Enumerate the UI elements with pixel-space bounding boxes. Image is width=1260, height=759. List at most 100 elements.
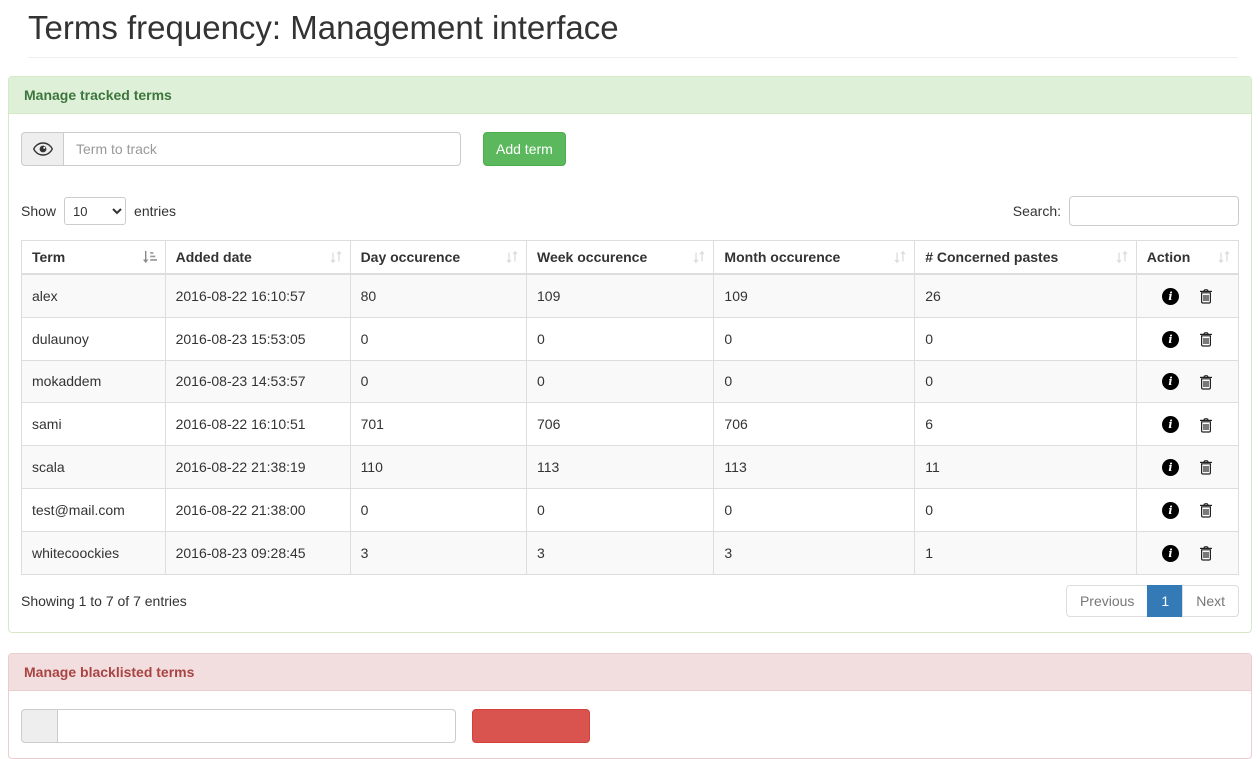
pagination-page-1[interactable]: 1: [1147, 584, 1184, 617]
table-row: dulaunoy 2016-08-23 15:53:05 0 0 0 0 i: [21, 316, 1240, 361]
column-header-week-occurence[interactable]: Week occurence: [526, 240, 715, 275]
cell-concerned-pastes: 6: [914, 402, 1137, 447]
cell-day-occurence: 110: [349, 445, 528, 489]
datatable-footer: Showing 1 to 7 of 7 entries Previous 1 N…: [21, 584, 1239, 617]
show-label: Show: [21, 203, 57, 219]
table-row: mokaddem 2016-08-23 14:53:57 0 0 0 0 i: [21, 359, 1240, 404]
term-info-button[interactable]: i: [1161, 416, 1179, 434]
term-delete-button[interactable]: [1199, 288, 1213, 304]
trash-icon: [1199, 460, 1212, 476]
cell-week-occurence: 0: [526, 487, 715, 532]
cell-month-occurence: 0: [713, 359, 916, 404]
term-delete-button[interactable]: [1199, 331, 1213, 347]
term-info-button[interactable]: i: [1161, 287, 1179, 305]
sort-both-icon: [1116, 250, 1128, 264]
tracked-terms-panel-header: Manage tracked terms: [9, 77, 1251, 114]
cell-week-occurence: 0: [526, 316, 715, 361]
cell-month-occurence: 0: [713, 487, 916, 532]
trash-icon: [1199, 289, 1212, 304]
info-circle-icon: i: [1161, 416, 1179, 434]
table-row: test@mail.com 2016-08-22 21:38:00 0 0 0 …: [21, 487, 1240, 532]
cell-week-occurence: 0: [526, 359, 715, 404]
column-header-term[interactable]: Term: [21, 240, 166, 275]
table-row: sami 2016-08-22 16:10:51 701 706 706 6 i: [21, 402, 1240, 447]
cell-added-date: 2016-08-23 15:53:05: [164, 316, 351, 361]
info-circle-icon: i: [1161, 287, 1179, 305]
column-header-day-occurence[interactable]: Day occurence: [349, 240, 528, 275]
cell-term: dulaunoy: [21, 316, 166, 361]
cell-term: test@mail.com: [21, 487, 166, 532]
cell-concerned-pastes: 11: [914, 445, 1137, 489]
cell-day-occurence: 3: [349, 530, 528, 575]
column-header-month-occurence[interactable]: Month occurence: [713, 240, 916, 275]
term-delete-button[interactable]: [1199, 459, 1213, 476]
term-to-track-input[interactable]: [63, 132, 461, 166]
page-length-control: Show 10 entries: [21, 197, 176, 225]
tracked-terms-panel-body: Add term Show 10 entries Search:: [9, 114, 1251, 632]
term-info-button[interactable]: i: [1161, 373, 1179, 391]
table-info-text: Showing 1 to 7 of 7 entries: [21, 592, 187, 609]
cell-week-occurence: 113: [526, 445, 715, 489]
info-circle-icon: i: [1161, 544, 1179, 562]
term-delete-button[interactable]: [1199, 417, 1213, 433]
cell-month-occurence: 113: [713, 445, 916, 489]
cell-day-occurence: 0: [349, 487, 528, 532]
term-delete-button[interactable]: [1199, 545, 1213, 561]
entries-label: entries: [134, 203, 177, 219]
cell-week-occurence: 3: [526, 530, 715, 575]
cell-term: scala: [21, 445, 166, 489]
trash-icon: [1199, 503, 1212, 518]
page-title: Terms frequency: Management interface: [28, 9, 619, 46]
term-delete-button[interactable]: [1199, 502, 1213, 518]
sort-both-icon: [1218, 250, 1230, 264]
cell-action: i: [1135, 273, 1240, 318]
cell-action: i: [1135, 487, 1240, 532]
cell-concerned-pastes: 0: [914, 359, 1137, 404]
sort-both-icon: [693, 250, 706, 264]
sort-both-icon: [506, 250, 518, 264]
pagination-next[interactable]: Next: [1182, 584, 1239, 617]
pagination: Previous 1 Next: [1065, 584, 1239, 617]
trash-icon: [1199, 332, 1212, 347]
term-info-button[interactable]: i: [1161, 458, 1179, 476]
table-row: whitecoockies 2016-08-23 09:28:45 3 3 3 …: [21, 530, 1240, 575]
table-header-row: Term: [21, 240, 1240, 275]
cell-term: whitecoockies: [21, 530, 166, 575]
datatable-controls: Show 10 entries Search:: [21, 196, 1239, 226]
cell-added-date: 2016-08-22 21:38:19: [164, 445, 351, 489]
term-info-button[interactable]: i: [1161, 544, 1179, 562]
term-delete-button[interactable]: [1199, 374, 1213, 390]
page-length-select[interactable]: 10: [64, 197, 127, 225]
pagination-previous[interactable]: Previous: [1065, 584, 1149, 617]
search-label: Search:: [1012, 203, 1061, 219]
blacklist-addon-icon: [21, 708, 57, 743]
trash-icon: [1199, 417, 1212, 433]
column-header-added-date[interactable]: Added date: [164, 240, 351, 275]
add-term-button[interactable]: Add term: [483, 132, 566, 166]
cell-day-occurence: 701: [349, 402, 528, 447]
column-header-action[interactable]: Action: [1135, 240, 1240, 275]
cell-added-date: 2016-08-22 21:38:00: [164, 487, 351, 532]
search-input[interactable]: [1069, 196, 1239, 226]
column-header-concerned-pastes[interactable]: # Concerned pastes: [914, 240, 1137, 275]
cell-action: i: [1135, 402, 1240, 447]
cell-term: alex: [21, 273, 166, 318]
cell-week-occurence: 109: [526, 273, 715, 318]
cell-added-date: 2016-08-22 16:10:51: [164, 402, 351, 447]
info-circle-icon: i: [1161, 330, 1179, 348]
cell-week-occurence: 706: [526, 402, 715, 447]
cell-term: mokaddem: [21, 359, 166, 404]
sort-both-icon: [329, 250, 342, 264]
blacklist-term-input[interactable]: [57, 708, 456, 743]
page-header: Terms frequency: Management interface: [28, 9, 1238, 58]
term-info-button[interactable]: i: [1161, 501, 1179, 519]
cell-day-occurence: 0: [349, 316, 528, 361]
cell-day-occurence: 0: [349, 359, 528, 404]
table-row: scala 2016-08-22 21:38:19 110 113 113 11…: [21, 445, 1240, 489]
cell-month-occurence: 0: [713, 316, 916, 361]
info-circle-icon: i: [1161, 458, 1179, 476]
sort-ascending-icon: [142, 251, 157, 264]
blacklist-term-button[interactable]: [472, 708, 590, 743]
term-info-button[interactable]: i: [1161, 330, 1179, 348]
table-row: alex 2016-08-22 16:10:57 80 109 109 26 i: [21, 273, 1240, 318]
